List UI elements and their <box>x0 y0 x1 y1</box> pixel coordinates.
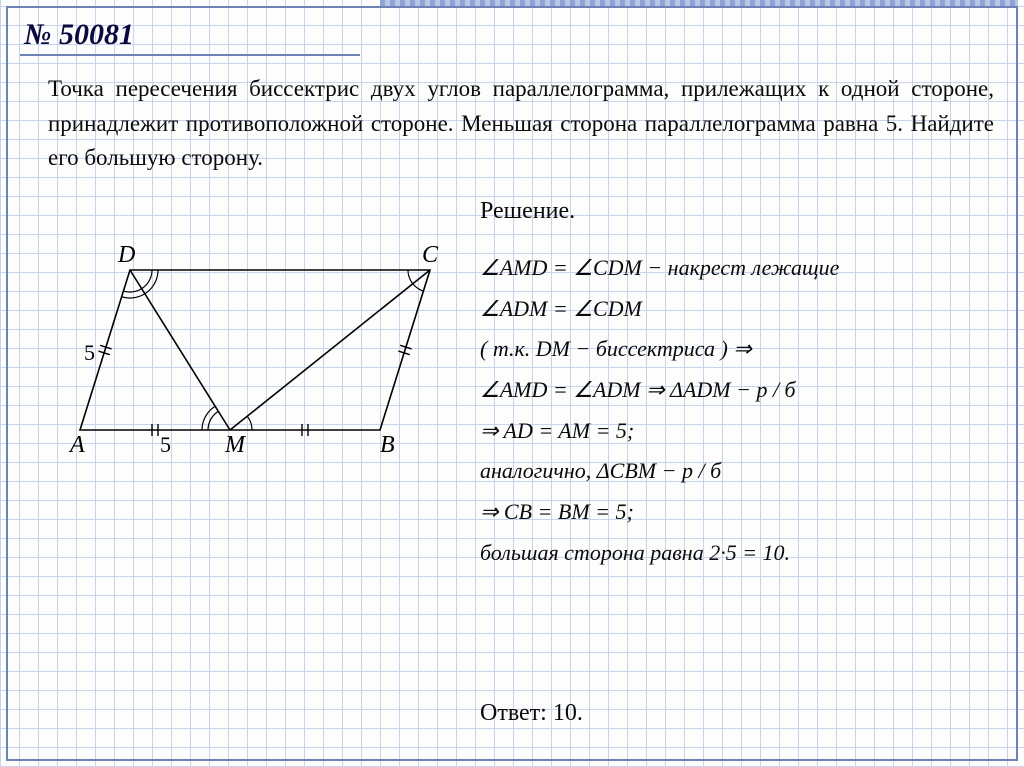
solution-line: большая сторона равна 2·5 = 10. <box>480 533 1010 574</box>
solution-line: ( т.к. DM − биссектриса ) ⇒ <box>480 329 1010 370</box>
solution-line: ⇒ AD = AM = 5; <box>480 411 1010 452</box>
solution-line: аналогично, ΔCBM − р / б <box>480 451 1010 492</box>
solution-title: Решение. <box>480 198 575 225</box>
problem-statement: Точка пересечения биссектрис двух углов … <box>48 72 994 176</box>
svg-text:D: D <box>117 242 135 268</box>
solution-line: ⇒ CB = BM = 5; <box>480 492 1010 533</box>
diagram: A B C D M 5 5 <box>40 230 440 460</box>
solution-line: ∠AMD = ∠ADM ⇒ ΔADM − р / б <box>480 370 1010 411</box>
svg-text:5: 5 <box>84 340 95 365</box>
svg-text:A: A <box>68 432 85 458</box>
svg-text:M: M <box>224 432 247 458</box>
solution-steps: ∠AMD = ∠CDM − накрест лежащие ∠ADM = ∠CD… <box>480 248 1010 574</box>
svg-text:C: C <box>422 242 439 268</box>
answer: Ответ: 10. <box>480 700 583 727</box>
solution-line: ∠ADM = ∠CDM <box>480 289 1010 330</box>
answer-value: 10. <box>553 700 583 726</box>
solution-line: ∠AMD = ∠CDM − накрест лежащие <box>480 248 1010 289</box>
answer-label: Ответ: <box>480 700 547 726</box>
svg-text:5: 5 <box>160 432 171 457</box>
problem-number: № 50081 <box>24 18 134 52</box>
svg-text:B: B <box>380 432 395 458</box>
